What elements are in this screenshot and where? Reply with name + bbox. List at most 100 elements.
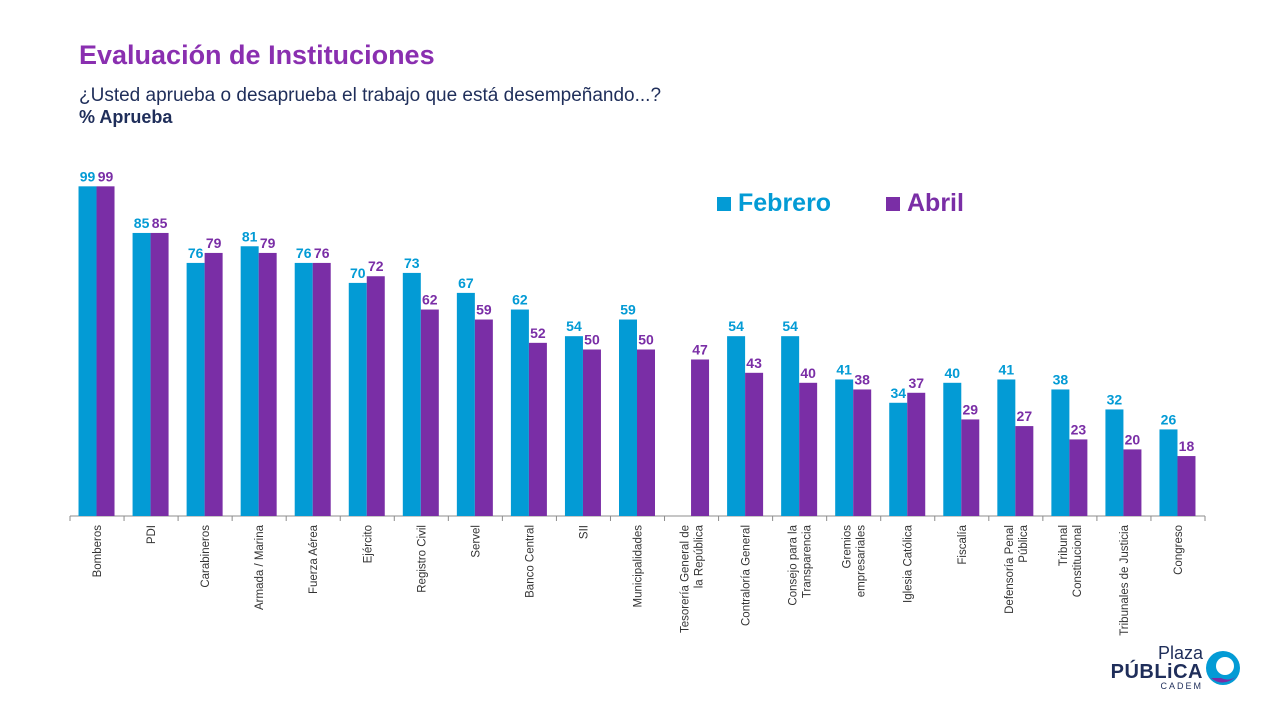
data-label-abril: 59 <box>476 302 492 318</box>
data-label-febrero: 73 <box>404 255 420 271</box>
bar-febrero <box>1051 389 1070 516</box>
bar-febrero <box>78 186 97 516</box>
data-label-febrero: 41 <box>836 361 852 377</box>
data-label-febrero: 32 <box>1107 391 1123 407</box>
category-label: Pública <box>1018 524 1030 562</box>
data-label-febrero: 38 <box>1053 371 1069 387</box>
data-label-abril: 18 <box>1179 438 1195 454</box>
data-label-abril: 38 <box>854 371 870 387</box>
category-label: Armada / Marina <box>254 524 266 610</box>
data-label-abril: 50 <box>584 332 600 348</box>
data-label-febrero: 54 <box>566 318 582 334</box>
bar-abril <box>420 309 439 516</box>
bar-abril <box>582 349 601 516</box>
data-label-febrero: 62 <box>512 292 528 308</box>
bar-febrero <box>510 309 529 516</box>
data-label-febrero: 41 <box>999 361 1015 377</box>
category-label: Gremios <box>842 525 854 569</box>
bar-abril <box>1177 456 1196 516</box>
category-label: Defensoría Penal <box>1004 525 1016 614</box>
bar-febrero <box>727 336 746 516</box>
data-label-abril: 79 <box>206 235 222 251</box>
category-label: Bomberos <box>92 525 104 578</box>
bar-febrero <box>402 272 421 516</box>
data-label-abril: 40 <box>800 365 816 381</box>
category-label: Transparencia <box>802 524 814 598</box>
bar-abril <box>96 186 115 516</box>
category-label: Banco Central <box>524 525 536 598</box>
data-label-abril: 29 <box>962 401 978 417</box>
data-label-febrero: 67 <box>458 275 474 291</box>
logo-mark-icon <box>1206 650 1240 685</box>
category-label: Fuerza Aérea <box>308 524 320 594</box>
chart-subtitle: ¿Usted aprueba o desaprueba el trabajo q… <box>79 85 662 106</box>
data-label-abril: 43 <box>746 355 762 371</box>
bar-abril <box>1069 439 1088 516</box>
bar-febrero <box>132 232 151 516</box>
data-label-abril: 20 <box>1125 431 1141 447</box>
data-label-abril: 62 <box>422 292 438 308</box>
bar-febrero <box>240 246 259 516</box>
data-label-febrero: 70 <box>350 265 366 281</box>
category-label: Carabineros <box>200 525 212 588</box>
legend-label-febrero: Febrero <box>738 189 832 217</box>
data-label-febrero: 81 <box>242 228 258 244</box>
legend-label-abril: Abril <box>907 189 964 217</box>
data-label-abril: 47 <box>692 341 708 357</box>
bar-febrero <box>564 336 583 516</box>
data-label-febrero: 85 <box>134 215 150 231</box>
category-label: la República <box>694 524 706 588</box>
metric-label: % Aprueba <box>79 107 173 127</box>
bar-abril <box>907 392 926 516</box>
bar-abril <box>528 342 547 516</box>
legend-swatch-febrero <box>717 196 731 211</box>
category-label: Tribunal <box>1058 525 1070 566</box>
data-label-abril: 79 <box>260 235 276 251</box>
logo-line2: PÚBLiCA <box>1110 661 1203 683</box>
data-label-febrero: 34 <box>890 385 906 401</box>
chart-title: Evaluación de Instituciones <box>79 40 435 70</box>
bar-febrero <box>1105 409 1124 516</box>
bar-febrero <box>1159 429 1178 516</box>
bar-abril <box>637 349 655 516</box>
data-label-abril: 99 <box>98 168 114 184</box>
data-label-abril: 76 <box>314 245 330 261</box>
category-label: Municipalidades <box>633 525 645 608</box>
category-label: empresariales <box>856 525 868 597</box>
category-label: Consejo para la <box>788 524 800 605</box>
legend-item-abril: Abril <box>886 189 964 218</box>
data-label-febrero: 54 <box>782 318 798 334</box>
bar-abril <box>474 319 493 516</box>
data-label-abril: 50 <box>638 332 654 348</box>
bar-febrero <box>619 319 637 516</box>
bar-abril <box>853 389 872 516</box>
category-label: Contraloría General <box>741 525 753 626</box>
plaza-publica-logo: Plaza PÚBLiCA CADEM <box>1111 644 1243 691</box>
bar-abril <box>258 252 277 516</box>
logo-line1: Plaza <box>1157 643 1203 663</box>
data-label-abril: 23 <box>1071 421 1087 437</box>
data-label-abril: 72 <box>368 258 384 274</box>
legend-item-febrero: Febrero <box>717 189 831 218</box>
bar-febrero <box>781 336 800 516</box>
bar-febrero <box>835 379 854 516</box>
data-label-febrero: 76 <box>296 245 312 261</box>
category-label: Fiscalía <box>957 524 969 564</box>
data-label-febrero: 99 <box>80 168 96 184</box>
legend-swatch-abril <box>886 196 900 211</box>
bar-febrero <box>943 382 962 516</box>
data-label-febrero: 76 <box>188 245 204 261</box>
bar-abril <box>799 382 818 516</box>
category-label: SII <box>578 525 590 539</box>
bar-febrero <box>997 379 1016 516</box>
category-label: Congreso <box>1173 525 1185 575</box>
bar-febrero <box>456 292 475 516</box>
bar-abril <box>366 276 385 516</box>
category-label: Constitucional <box>1072 525 1084 597</box>
category-label: PDI <box>146 525 158 544</box>
data-label-febrero: 26 <box>1161 411 1177 427</box>
bar-abril <box>150 232 169 516</box>
bar-febrero <box>348 282 367 516</box>
category-label: Tribunales de Justicia <box>1119 524 1131 635</box>
bar-abril <box>691 359 710 516</box>
